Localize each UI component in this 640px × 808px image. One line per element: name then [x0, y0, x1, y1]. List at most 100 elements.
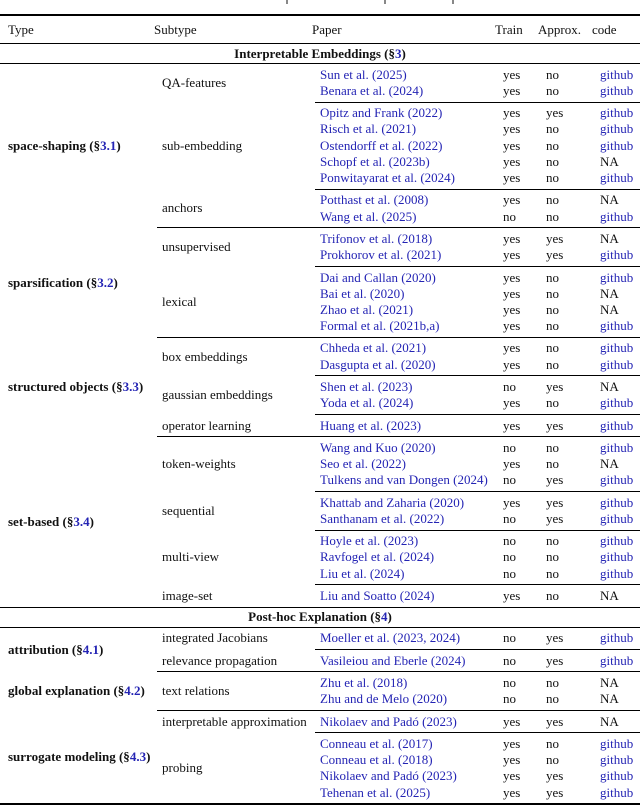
code-link[interactable]: github [600, 472, 634, 488]
section-number: 3.2 [97, 274, 114, 290]
train-value: no [503, 208, 516, 224]
paper-citation-link[interactable]: Liu and Soatto (2024) [320, 588, 435, 603]
section-number: 4.2 [124, 683, 141, 699]
label-suffix: ) [113, 274, 118, 290]
paper-citation-link[interactable]: Risch et al. (2021) [320, 121, 417, 137]
code-link[interactable]: github [600, 121, 634, 137]
subtype-group: box embeddings Chheda et al. (2021) yes no g… [0, 338, 640, 376]
train-value: yes [503, 356, 521, 372]
paper-citation-link[interactable]: Benara et al. (2024) [320, 82, 424, 98]
paper-citation-link[interactable]: Hoyle et al. (2023) [320, 533, 419, 549]
section-number: 3.1 [100, 137, 117, 153]
paper-citation-link[interactable]: Khattab and Zaharia (2020) [320, 494, 465, 510]
paper-citation-link[interactable]: Wang and Kuo (2020) [320, 439, 436, 455]
code-link[interactable]: github [600, 736, 634, 752]
train-value: yes [503, 456, 521, 472]
paper-citation-link[interactable]: Conneau et al. (2017) [320, 736, 433, 752]
paper-citation-link[interactable]: Trifonov et al. (2018) [320, 230, 433, 246]
paper-citation-link[interactable]: Nikolaev and Padó (2023) [320, 768, 457, 784]
paper-citation-link[interactable]: Santhanam et al. (2022) [320, 510, 445, 526]
code-link[interactable]: github [600, 208, 634, 224]
paper-citation-link[interactable]: Dasgupta et al. (2020) [320, 356, 436, 372]
paper-citation-link[interactable]: Shen et al. (2023) [320, 379, 413, 394]
subtype-separator-rule [315, 101, 640, 103]
code-link[interactable]: github [600, 170, 634, 185]
code-link[interactable]: github [600, 439, 634, 455]
code-link[interactable]: github [600, 630, 634, 646]
subtype-group: sub-embedding Opitz and Frank (2022) yes ye… [0, 103, 640, 189]
table-row: Sun et al. (2025) yes no github [0, 67, 640, 83]
label-suffix: ) [99, 641, 104, 657]
subtype-separator-rule [315, 375, 640, 377]
code-link[interactable]: github [600, 340, 634, 356]
subtype-label: image-set [162, 588, 213, 603]
code-link[interactable]: github [600, 137, 634, 153]
paper-citation-link[interactable]: Dai and Callan (2020) [320, 269, 436, 285]
code-link[interactable]: github [600, 82, 634, 98]
paper-citation-link[interactable]: Tehenan et al. (2025) [320, 784, 431, 800]
paper-citation-link[interactable]: Wang et al. (2025) [320, 208, 417, 224]
code-link[interactable]: github [600, 652, 634, 668]
code-link[interactable]: github [600, 510, 634, 526]
approx-value: yes [546, 230, 564, 246]
code-na: NA [600, 192, 619, 208]
train-value: yes [503, 269, 521, 285]
paper-citation-link[interactable]: Formal et al. (2021b,a) [320, 318, 440, 334]
code-link[interactable]: github [600, 533, 634, 549]
paper-citation-link[interactable]: Zhu and de Melo (2020) [320, 691, 448, 707]
approx-value: no [546, 533, 559, 549]
subtype-group: QA-features Sun et al. (2025) yes no github B… [0, 64, 640, 102]
paper-citation-link[interactable]: Ponwitayarat et al. (2024) [320, 170, 456, 185]
paper-citation-link[interactable]: Liu et al. (2024) [320, 565, 405, 581]
code-link[interactable]: github [600, 784, 634, 800]
code-na: NA [600, 713, 619, 729]
paper-citation-link[interactable]: Vasileiou and Eberle (2024) [320, 652, 466, 668]
code-na: NA [600, 153, 619, 169]
paper-citation-link[interactable]: Conneau et al. (2018) [320, 752, 433, 768]
code-link[interactable]: github [600, 549, 634, 565]
code-link[interactable]: github [600, 417, 634, 433]
section-rule [0, 63, 640, 64]
paper-citation-link[interactable]: Chheda et al. (2021) [320, 340, 427, 356]
code-link[interactable]: github [600, 752, 634, 768]
table-row: Zhao et al. (2021) yes no NA [0, 302, 640, 318]
code-link[interactable]: github [600, 66, 634, 82]
code-link[interactable]: github [600, 356, 634, 372]
approx-value: no [546, 736, 559, 752]
paper-citation-link[interactable]: Sun et al. (2025) [320, 66, 407, 82]
train-value: yes [503, 301, 521, 317]
paper-citation-link[interactable]: Opitz and Frank (2022) [320, 105, 443, 121]
paper-citation-link[interactable]: Tulkens and van Dongen (2024) [320, 472, 488, 488]
paper-citation-link[interactable]: Prokhorov et al. (2021) [320, 247, 442, 263]
paper-citation-link[interactable]: Huang et al. (2023) [320, 417, 422, 433]
train-value: no [503, 510, 516, 526]
paper-citation-link[interactable]: Zhao et al. (2021) [320, 301, 414, 317]
paper-citation-link[interactable]: Zhu et al. (2018) [320, 675, 408, 691]
paper-citation-link[interactable]: Nikolaev and Padó (2023) [320, 713, 457, 729]
paper-citation-link[interactable]: Seo et al. (2022) [320, 456, 406, 472]
table-row: Zhu and de Melo (2020) no no NA [0, 691, 640, 707]
code-link[interactable]: github [600, 395, 634, 411]
paper-citation-link[interactable]: Yoda et al. (2024) [320, 395, 414, 411]
paper-citation-link[interactable]: Moeller et al. (2023, 2024) [320, 630, 461, 646]
train-value: yes [503, 285, 521, 301]
paper-citation-link[interactable]: Ravfogel et al. (2024) [320, 549, 435, 565]
code-link[interactable]: github [600, 269, 634, 285]
code-link[interactable]: github [600, 247, 634, 263]
label-prefix: global explanation (§ [8, 683, 125, 699]
code-link[interactable]: github [600, 105, 634, 121]
code-link[interactable]: github [600, 768, 634, 784]
approx-value: no [546, 588, 559, 603]
type-label: surrogate modeling (§4.3) [8, 749, 150, 765]
code-link[interactable]: github [600, 494, 634, 510]
code-link[interactable]: github [600, 565, 634, 581]
subtype-separator-rule [315, 491, 640, 492]
label-prefix: attribution (§ [8, 641, 83, 657]
code-link[interactable]: github [600, 318, 634, 334]
table-row: Liu and Soatto (2024) yes no NA [0, 588, 640, 604]
paper-citation-link[interactable]: Schopf et al. (2023b) [320, 153, 430, 169]
paper-citation-link[interactable]: Ostendorff et al. (2022) [320, 137, 443, 153]
paper-citation-link[interactable]: Bai et al. (2020) [320, 285, 405, 301]
paper-citation-link[interactable]: Potthast et al. (2008) [320, 192, 429, 208]
train-value: yes [503, 417, 521, 433]
